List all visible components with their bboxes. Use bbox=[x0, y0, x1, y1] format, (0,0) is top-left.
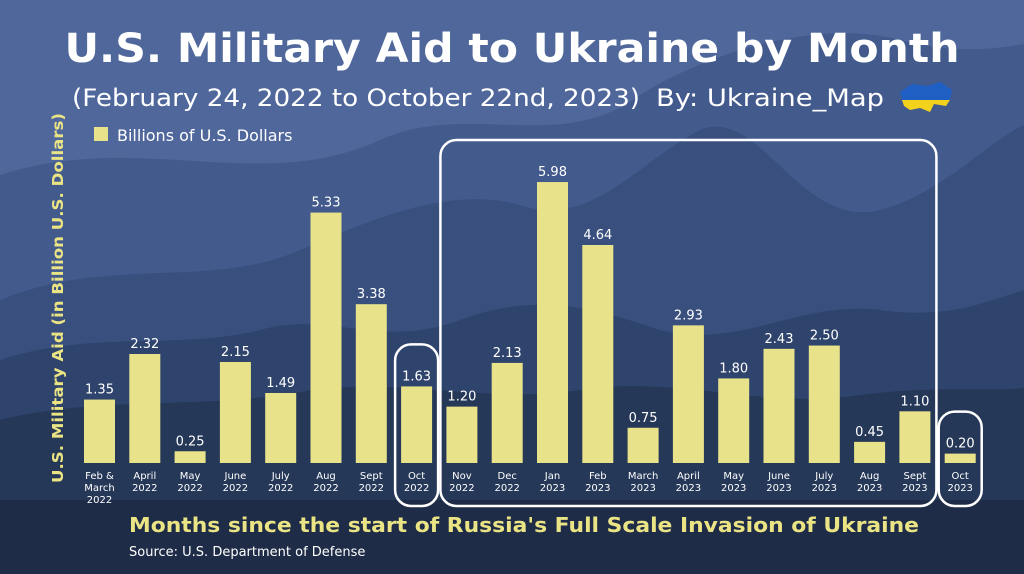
value-label-2: 2.32 bbox=[130, 337, 159, 352]
ukraine-flag-map-icon bbox=[900, 82, 952, 112]
bar-2 bbox=[129, 353, 161, 463]
value-labels: 1.35 2.32 0.25 2.15 1.49 5.33 3.38 1.63 1.20 2.13… bbox=[85, 165, 975, 452]
x-tick-label-14: April 2023 bbox=[676, 471, 701, 494]
bar-13 bbox=[627, 427, 659, 463]
highlight-box-1 bbox=[393, 343, 440, 508]
bar-4 bbox=[219, 361, 251, 463]
value-label-8: 1.63 bbox=[402, 369, 431, 384]
value-label-19: 1.10 bbox=[900, 394, 929, 409]
bar-9 bbox=[446, 406, 478, 463]
bar-3 bbox=[174, 451, 206, 463]
bar-1 bbox=[84, 399, 115, 463]
highlight-boxes bbox=[393, 138, 983, 508]
highlight-box-2 bbox=[439, 138, 938, 508]
bars bbox=[84, 182, 976, 464]
x-tick-label-20: Oct 2023 bbox=[947, 471, 972, 494]
value-label-10: 2.13 bbox=[493, 346, 522, 361]
x-tick-label-5: July 2022 bbox=[268, 471, 293, 494]
value-label-16: 2.43 bbox=[765, 332, 794, 347]
x-tick-label-18: Aug 2023 bbox=[857, 471, 882, 494]
bar-17 bbox=[808, 345, 840, 463]
value-label-13: 0.75 bbox=[629, 411, 658, 426]
bar-10 bbox=[491, 362, 523, 463]
bar-20 bbox=[944, 453, 976, 463]
x-tick-label-13: March 2023 bbox=[628, 471, 658, 494]
x-tick-label-8: Oct 2022 bbox=[404, 471, 429, 494]
bar-5 bbox=[265, 392, 297, 463]
x-tick-label-15: May 2023 bbox=[721, 471, 746, 494]
x-tick-label-4: June 2022 bbox=[223, 471, 248, 494]
highlight-box-3 bbox=[937, 410, 983, 508]
value-label-3: 0.25 bbox=[176, 434, 205, 449]
x-tick-label-17: July 2023 bbox=[812, 471, 837, 494]
bar-19 bbox=[899, 411, 931, 463]
value-label-18: 0.45 bbox=[855, 425, 884, 440]
x-tick-label-10: Dec 2022 bbox=[494, 471, 519, 494]
value-label-11: 5.98 bbox=[538, 165, 567, 180]
chart-title: U.S. Military Aid to Ukraine by Month bbox=[65, 26, 960, 72]
bar-8 bbox=[401, 386, 433, 463]
x-tick-label-16: June 2023 bbox=[766, 471, 791, 494]
legend-swatch bbox=[94, 127, 108, 141]
bar-16 bbox=[763, 348, 795, 463]
value-label-9: 1.20 bbox=[447, 390, 476, 405]
x-tick-label-12: Feb 2023 bbox=[585, 471, 610, 494]
x-tick-label-19: Sept 2023 bbox=[902, 471, 927, 494]
x-tick-label-7: Sept 2022 bbox=[359, 471, 384, 494]
x-axis-label: Months since the start of Russia's Full … bbox=[129, 513, 919, 537]
value-label-6: 5.33 bbox=[312, 196, 341, 211]
bar-11 bbox=[537, 182, 568, 464]
x-tick-label-3: May 2022 bbox=[177, 471, 202, 494]
legend: Billions of U.S. Dollars bbox=[94, 126, 292, 145]
bar-15 bbox=[718, 378, 750, 463]
x-tick-label-9: Nov 2022 bbox=[449, 471, 474, 494]
value-label-5: 1.49 bbox=[266, 376, 295, 391]
value-label-17: 2.50 bbox=[810, 329, 839, 344]
value-label-4: 2.15 bbox=[221, 345, 250, 360]
x-tick-label-1: Feb & March 2022 bbox=[84, 471, 114, 506]
bar-6 bbox=[310, 212, 342, 463]
chart-byline: By: Ukraine_Map bbox=[656, 84, 884, 112]
x-tick-label-2: April 2022 bbox=[132, 471, 157, 494]
legend-label: Billions of U.S. Dollars bbox=[117, 126, 292, 145]
value-label-1: 1.35 bbox=[85, 383, 114, 398]
bar-7 bbox=[355, 304, 387, 463]
source-note: Source: U.S. Department of Defense bbox=[129, 545, 365, 560]
x-tick-label-11: Jan 2023 bbox=[540, 471, 565, 494]
x-tick-labels: Feb & March 2022 April 2022 May 2022 June 2022 Ju… bbox=[84, 471, 973, 506]
chart-subtitle: (February 24, 2022 to October 22nd, 2023… bbox=[72, 84, 640, 112]
value-label-20: 0.20 bbox=[946, 437, 975, 452]
value-label-15: 1.80 bbox=[719, 361, 748, 376]
bar-18 bbox=[854, 441, 886, 463]
value-label-12: 4.64 bbox=[583, 228, 612, 243]
value-label-7: 3.38 bbox=[357, 287, 386, 302]
value-label-14: 2.93 bbox=[674, 308, 703, 323]
bar-14 bbox=[672, 325, 704, 463]
x-tick-label-6: Aug 2022 bbox=[313, 471, 338, 494]
y-axis-label: U.S. Military Aid (in Billion U.S. Dolla… bbox=[49, 113, 67, 483]
bar-12 bbox=[582, 244, 614, 463]
